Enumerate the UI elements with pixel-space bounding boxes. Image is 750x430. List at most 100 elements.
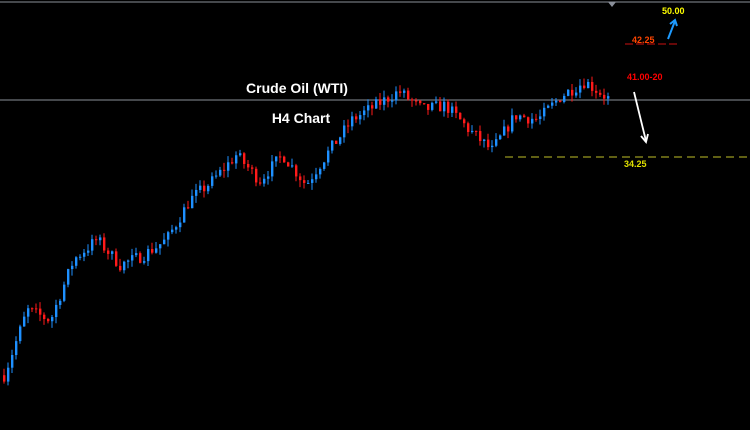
candle-body	[399, 91, 402, 93]
candle-body	[263, 178, 266, 184]
down-arrow-icon	[633, 91, 649, 144]
candle-body	[367, 105, 370, 111]
candle-body	[291, 165, 294, 167]
candle-body	[507, 126, 510, 132]
candle-body	[499, 135, 502, 140]
candle-body	[359, 115, 362, 120]
candle-body	[247, 163, 250, 168]
candle-body	[483, 139, 486, 142]
candle-body	[411, 99, 414, 101]
candle-body	[307, 182, 310, 184]
chart-shift-marker-icon[interactable]	[608, 2, 616, 7]
candle-body	[443, 101, 446, 112]
candle-body	[199, 185, 202, 190]
candle-body	[287, 162, 290, 167]
candle-body	[27, 308, 30, 317]
candle-body	[455, 106, 458, 113]
candle-body	[323, 162, 326, 169]
candle-body	[31, 308, 34, 310]
candle-body	[571, 89, 574, 96]
candle-body	[119, 265, 122, 271]
candle-body	[383, 97, 386, 105]
candle-body	[427, 103, 430, 110]
candle-body	[539, 116, 542, 120]
candle-body	[99, 237, 102, 241]
candle-body	[243, 153, 246, 164]
candle-body	[551, 102, 554, 106]
candle-body	[235, 155, 238, 164]
candle-body	[179, 222, 182, 228]
candle-body	[331, 140, 334, 151]
candle-body	[579, 85, 582, 93]
candle-body	[35, 308, 38, 310]
candle-body	[63, 284, 66, 301]
candle-body	[547, 105, 550, 108]
candle-body	[107, 250, 110, 254]
candle-body	[271, 161, 274, 177]
candle-body	[607, 96, 610, 99]
candle-body	[435, 101, 438, 103]
level-label-42-25: 42.25	[632, 35, 655, 45]
candle-body	[303, 180, 306, 183]
candle-body	[239, 153, 242, 156]
level-label-50: 50.00	[662, 6, 685, 16]
candle-body	[419, 100, 422, 104]
candle-body	[95, 239, 98, 241]
candle-body	[191, 195, 194, 209]
candle-body	[91, 239, 94, 251]
candle-body	[387, 97, 390, 102]
candle-body	[7, 367, 10, 382]
level-label-41: 41.00-20	[627, 72, 663, 82]
candle-body	[503, 126, 506, 136]
candle-body	[295, 165, 298, 177]
candle-body	[23, 316, 26, 327]
candle-body	[255, 168, 258, 183]
candle-body	[515, 115, 518, 120]
candle-body	[127, 260, 130, 262]
candle-body	[447, 101, 450, 113]
candle-body	[583, 85, 586, 89]
candle-body	[567, 89, 570, 96]
candle-body	[339, 137, 342, 144]
candle-body	[215, 175, 218, 177]
candle-body	[111, 251, 114, 254]
candle-body	[15, 341, 18, 356]
level-label-34-25: 34.25	[624, 159, 647, 169]
candle-body	[267, 176, 270, 179]
candle-body	[451, 106, 454, 113]
candle-body	[603, 94, 606, 99]
candle-body	[59, 300, 62, 305]
candle-body	[531, 118, 534, 124]
candle-body	[223, 169, 226, 171]
candle-body	[379, 99, 382, 105]
candle-body	[171, 229, 174, 233]
candle-body	[407, 90, 410, 100]
candle-body	[391, 100, 394, 102]
candle-body	[591, 81, 594, 91]
candle-body	[299, 176, 302, 181]
candle-body	[163, 239, 166, 245]
candle-body	[431, 102, 434, 110]
candle-body	[143, 261, 146, 263]
candle-body	[555, 100, 558, 103]
candle-body	[463, 119, 466, 124]
candle-body	[595, 90, 598, 93]
candle-body	[343, 125, 346, 138]
candle-body	[67, 269, 70, 285]
candles	[3, 76, 610, 386]
candle-body	[395, 91, 398, 101]
candle-body	[519, 115, 522, 120]
candle-body	[283, 156, 286, 163]
candle-body	[311, 179, 314, 183]
candle-body	[11, 355, 14, 368]
candle-body	[527, 117, 530, 124]
candle-body	[207, 185, 210, 192]
candle-body	[51, 317, 54, 322]
candle-body	[219, 169, 222, 176]
candle-body	[467, 123, 470, 132]
candle-body	[275, 156, 278, 162]
candle-body	[315, 174, 318, 180]
candle-body	[227, 162, 230, 171]
chart-title: Crude Oil (WTI)	[246, 80, 348, 96]
